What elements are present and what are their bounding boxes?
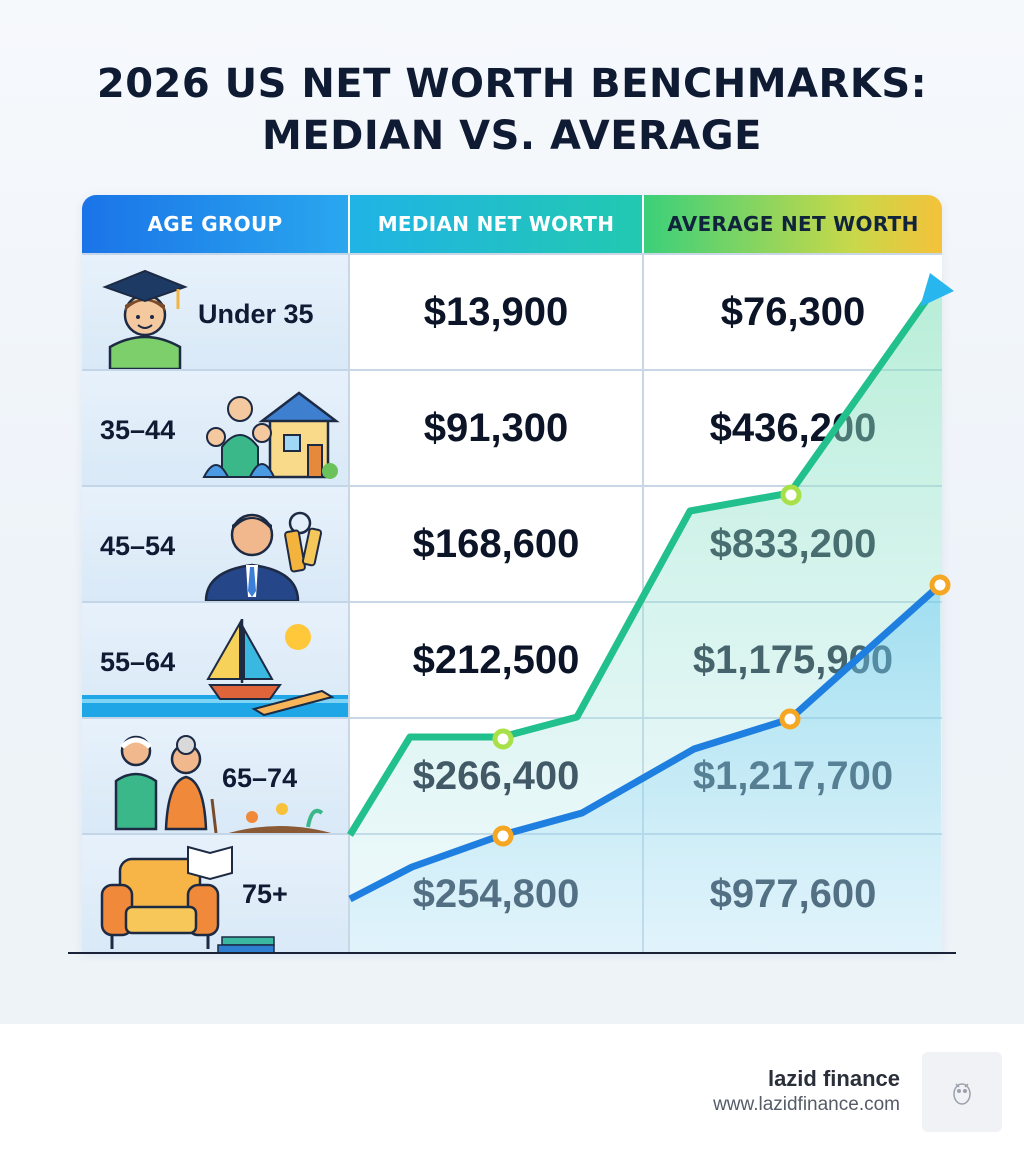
age-label: 45–54 <box>100 531 176 561</box>
median-cell-row-6: $254,800 <box>348 833 642 953</box>
median-cell-row-4: $212,500 <box>348 601 642 717</box>
age-label: Under 35 <box>198 299 314 329</box>
age-label: 75+ <box>242 879 288 909</box>
age-label: 55–64 <box>100 647 176 677</box>
age-cell-row-2: 35–44 <box>82 369 348 485</box>
title-line-2: MEDIAN VS. AVERAGE <box>262 113 762 159</box>
median-cell-row-3: $168,600 <box>348 485 642 601</box>
header-median: MEDIAN NET WORTH <box>348 195 642 253</box>
average-cell-row-4: $1,175,900 <box>642 601 942 717</box>
age-cell-row-4: 55–64 <box>82 601 348 719</box>
age-cell-row-6: 75+ <box>82 833 348 953</box>
average-cell-row-3: $833,200 <box>642 485 942 601</box>
page-title: 2026 US NET WORTH BENCHMARKS: MEDIAN VS.… <box>0 58 1024 162</box>
brand-url: www.lazidfinance.com <box>713 1094 900 1115</box>
brand-name: lazid finance <box>767 1066 900 1091</box>
age-cell-row-3: 45–54 <box>82 485 348 601</box>
sailboat-sun-icon <box>82 619 348 719</box>
median-cell-row-2: $91,300 <box>348 369 642 485</box>
table-baseline <box>68 952 956 954</box>
businessman-keys-icon <box>204 511 323 601</box>
average-cell-row-5: $1,217,700 <box>642 717 942 833</box>
elderly-couple-garden-icon <box>114 735 218 833</box>
average-cell-row-6: $977,600 <box>642 833 942 953</box>
age-cell-row-1: Under 35 <box>82 253 348 369</box>
owl-logo-icon <box>953 1083 971 1105</box>
garden-plants-icon <box>222 803 338 835</box>
net-worth-table: AGE GROUP MEDIAN NET WORTH AVERAGE NET W… <box>82 195 942 953</box>
average-cell-row-2: $436,200 <box>642 369 942 485</box>
logo <box>922 1052 1002 1132</box>
brand-block: lazid finance www.lazidfinance.com <box>713 1066 900 1116</box>
armchair-books-icon <box>100 845 275 953</box>
header-age-group: AGE GROUP <box>82 195 348 253</box>
header-average: AVERAGE NET WORTH <box>642 195 942 253</box>
median-cell-row-1: $13,900 <box>348 253 642 369</box>
age-label: 35–44 <box>100 415 176 445</box>
family-house-icon <box>202 391 340 479</box>
median-cell-row-5: $266,400 <box>348 717 642 833</box>
age-cell-row-5: 65–74 <box>82 717 348 835</box>
graduate-icon <box>102 269 188 369</box>
age-label: 65–74 <box>222 763 298 793</box>
footer: lazid finance www.lazidfinance.com <box>0 1024 1024 1154</box>
title-line-1: 2026 US NET WORTH BENCHMARKS: <box>96 61 928 107</box>
average-cell-row-1: $76,300 <box>642 253 942 369</box>
